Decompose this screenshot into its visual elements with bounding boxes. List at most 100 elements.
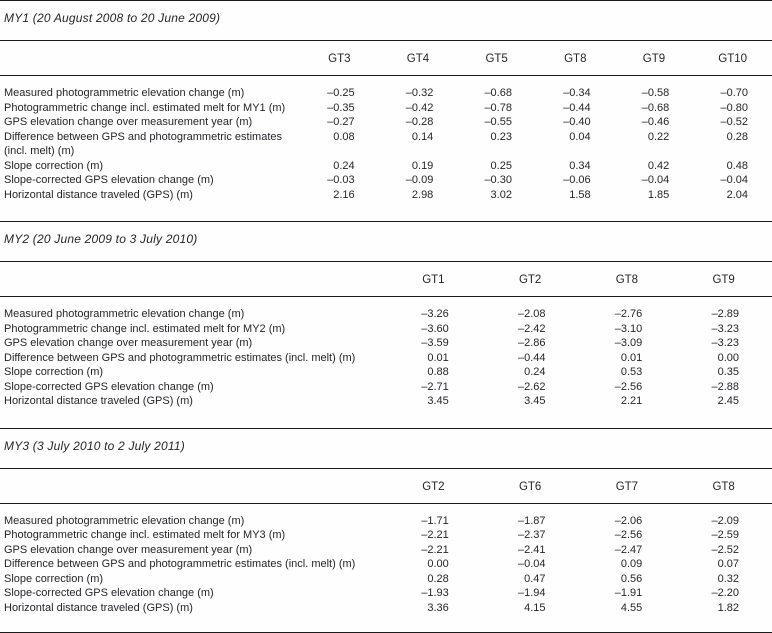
column-header-gt7: GT7 — [578, 468, 676, 504]
table-section-my2: MY2 (20 June 2009 to 3 July 2010) GT1 GT2 G… — [0, 221, 772, 428]
cell-value: 0.01 — [620, 351, 643, 364]
cell-value: –2.09 — [711, 514, 739, 527]
header-cell-empty — [0, 262, 385, 297]
cell-value: 0.35 — [717, 366, 739, 378]
row-label: Slope correction (m) — [4, 572, 104, 585]
cell-value: –0.68 — [484, 87, 512, 99]
header-row: GT1 GT2 GT8 GT9 — [0, 262, 772, 297]
row-label: Photogrammetric change incl. estimated m… — [4, 529, 286, 541]
table-section-my3: MY3 (3 July 2010 to 2 July 2011) GT2 GT6 GT… — [0, 427, 772, 633]
column-header-gt4: GT4 — [378, 41, 458, 76]
cell-value: 2.16 — [333, 188, 355, 201]
cell-value: –2.76 — [614, 308, 643, 320]
header-cell-empty — [0, 468, 385, 504]
cell-value: 0.14 — [411, 130, 434, 143]
cell-value: 0.48 — [726, 159, 748, 172]
cell-value: –0.06 — [563, 174, 591, 186]
cell-value: 1.85 — [647, 188, 670, 201]
cell-value: –2.86 — [517, 337, 546, 349]
cell-value: –0.32 — [405, 87, 434, 99]
table-row: Measured photogrammetric elevation chang… — [0, 297, 772, 322]
cell-value: –2.56 — [614, 380, 643, 393]
cell-value: 0.00 — [427, 558, 449, 570]
cell-value: 0.08 — [333, 130, 355, 143]
column-header-gt6: GT6 — [481, 468, 579, 504]
data-table-my2: GT1 GT2 GT8 GT9 Measured photogrammetric ele… — [0, 262, 772, 428]
cell-value: 2.04 — [726, 188, 748, 201]
table-row: Difference between GPS and photogrammetr… — [0, 557, 772, 572]
row-label: GPS elevation change over measurement ye… — [4, 116, 253, 128]
cell-value: 0.01 — [427, 351, 449, 364]
cell-value: 0.34 — [569, 159, 591, 172]
data-table-my3: GT2 GT6 GT7 GT8 Measured photogrammetric ele… — [0, 468, 772, 633]
cell-value: –0.58 — [641, 87, 670, 99]
cell-value: –0.78 — [484, 101, 512, 114]
column-header-gt1: GT1 — [385, 262, 482, 297]
cell-value: –0.35 — [327, 101, 355, 114]
cell-value: 0.24 — [333, 159, 355, 172]
cell-value: –0.27 — [327, 116, 355, 128]
cell-value: –3.09 — [614, 337, 643, 349]
cell-value: –2.62 — [517, 380, 546, 393]
cell-value: 0.56 — [620, 572, 643, 585]
row-label: Measured photogrammetric elevation chang… — [4, 514, 245, 527]
column-header-gt3: GT3 — [300, 41, 379, 76]
cell-value: 0.42 — [647, 159, 670, 172]
cell-value: 0.04 — [569, 130, 591, 143]
row-label: Horizontal distance traveled (GPS) (m) — [4, 395, 193, 407]
table-row: Difference between GPS and photogrammetr… — [0, 351, 772, 366]
table-row: GPS elevation change over measurement ye… — [0, 543, 772, 558]
cell-value: 0.28 — [726, 130, 748, 143]
row-label: Difference between GPS and photogrammetr… — [4, 351, 356, 364]
cell-value: 4.15 — [524, 601, 546, 614]
cell-value: –1.93 — [421, 587, 449, 599]
table-row: Slope-corrected GPS elevation change (m)… — [0, 173, 772, 188]
cell-value: –2.41 — [517, 543, 546, 556]
cell-value: –2.06 — [614, 514, 643, 527]
cell-value: 0.07 — [717, 558, 739, 570]
row-label: Slope-corrected GPS elevation change (m) — [4, 587, 214, 599]
cell-value: –0.44 — [563, 101, 591, 114]
cell-value: –2.21 — [421, 529, 449, 541]
row-label: Slope correction (m) — [4, 159, 104, 172]
table-row: GPS elevation change over measurement ye… — [0, 336, 772, 351]
cell-value: –3.23 — [711, 322, 739, 335]
cell-value: 0.25 — [490, 159, 512, 172]
cell-value: 2.21 — [620, 395, 643, 407]
cell-value: –0.52 — [720, 116, 748, 128]
cell-value: –2.89 — [711, 308, 739, 320]
cell-value: 0.09 — [620, 558, 643, 570]
cell-value: 0.00 — [717, 351, 739, 364]
cell-value: –0.28 — [405, 116, 434, 128]
column-header-gt5: GT5 — [457, 41, 536, 76]
cell-value: 0.88 — [427, 366, 449, 378]
table-row: Horizontal distance traveled (GPS) (m) 3.… — [0, 394, 772, 428]
row-label: Photogrammetric change incl. estimated m… — [4, 322, 286, 335]
column-header-gt9: GT9 — [675, 262, 772, 297]
cell-value: –3.10 — [614, 322, 643, 335]
cell-value: –0.44 — [517, 351, 546, 364]
cell-value: –2.37 — [517, 529, 546, 541]
cell-value: –2.71 — [421, 380, 449, 393]
row-label: Slope correction (m) — [4, 366, 104, 378]
cell-value: 1.82 — [717, 601, 739, 614]
table-row: Horizontal distance traveled (GPS) (m) 3.… — [0, 601, 772, 633]
section-title-my2: MY2 (20 June 2009 to 3 July 2010) — [0, 222, 772, 262]
column-header-gt8: GT8 — [578, 262, 676, 297]
cell-value: –0.03 — [327, 174, 355, 186]
cell-value: 2.45 — [717, 395, 739, 407]
cell-value: 0.53 — [620, 366, 643, 378]
table-row: Slope correction (m) 0.28 0.47 0.56 0.32 — [0, 572, 772, 587]
cell-value: –0.30 — [484, 174, 512, 186]
row-label: Measured photogrammetric elevation chang… — [4, 308, 245, 320]
table-section-my1: MY1 (20 August 2008 to 20 June 2009) GT3 G… — [0, 0, 772, 221]
row-label: Horizontal distance traveled (GPS) (m) — [4, 188, 193, 201]
row-label: Photogrammetric change incl. estimated m… — [4, 101, 286, 114]
cell-value: –0.04 — [720, 174, 748, 186]
cell-value: –2.21 — [421, 543, 449, 556]
cell-value: 0.28 — [427, 572, 449, 585]
table-row: Photogrammetric change incl. estimated m… — [0, 322, 772, 337]
cell-value: –3.26 — [421, 308, 449, 320]
cell-value: 2.98 — [411, 188, 434, 201]
